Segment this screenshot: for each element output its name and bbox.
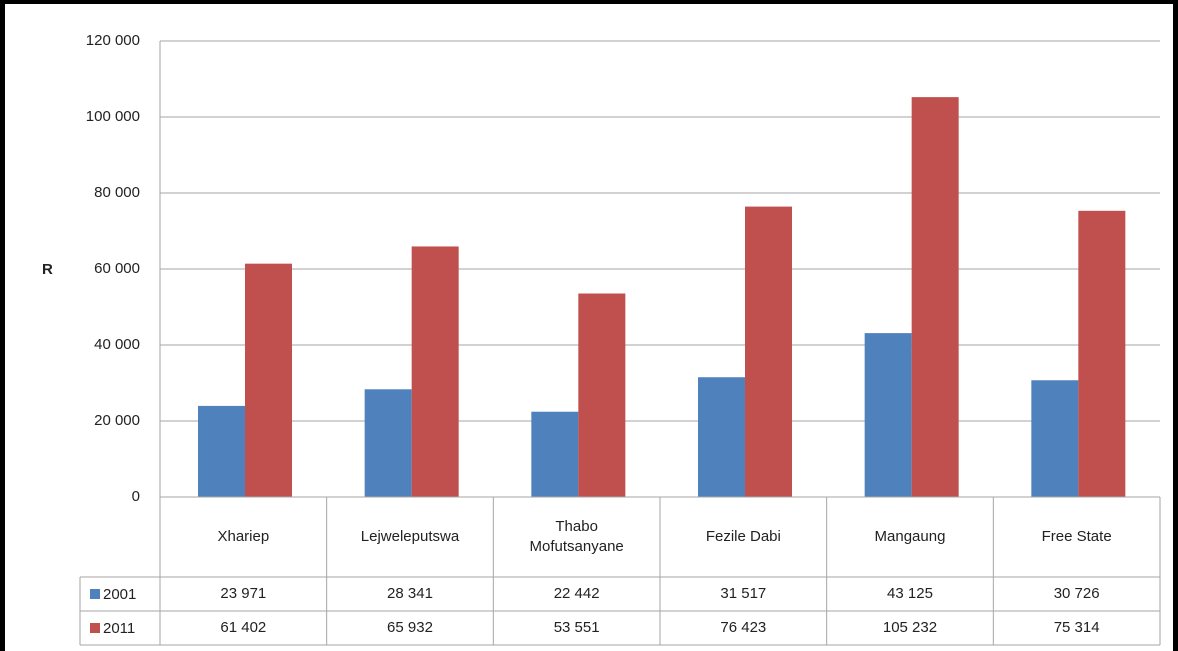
- value-label-text: 53 551: [553, 619, 600, 636]
- value-label-text: 43 125: [887, 585, 933, 602]
- y-tick-label: 40 000: [94, 336, 140, 353]
- value-label-text: 31 517: [720, 585, 767, 602]
- value-label: 43 125: [827, 577, 994, 611]
- bar: [745, 206, 792, 498]
- legend-label: 2011: [103, 620, 135, 637]
- y-tick-label: 80 000: [94, 184, 140, 201]
- category-label: Mangaung: [827, 497, 994, 577]
- y-tick-label: 60 000: [94, 260, 140, 277]
- value-label-text: 65 932: [387, 619, 433, 636]
- y-tick-label: 0: [132, 488, 140, 505]
- value-label: 65 932: [327, 611, 494, 645]
- bar: [911, 97, 959, 497]
- value-label-text: 22 442: [553, 585, 600, 602]
- value-label: 76 423: [660, 611, 827, 645]
- category-label: Thabo Mofutsanyane: [493, 497, 660, 577]
- bar: [411, 246, 459, 497]
- value-label: 53 551: [493, 611, 660, 645]
- legend-key: [90, 623, 100, 633]
- y-tick-label: 20 000: [94, 412, 140, 429]
- category-label-text: Xhariep: [217, 528, 270, 545]
- y-axis-label: R: [42, 261, 53, 278]
- y-tick-label: 120 000: [86, 32, 140, 49]
- value-label: 31 517: [660, 577, 827, 611]
- value-label-text: 61 402: [220, 619, 267, 636]
- bar: [578, 293, 626, 497]
- category-label: Lejweleputswa: [327, 497, 494, 577]
- value-label-text: 75 314: [1053, 619, 1100, 636]
- bar: [1078, 210, 1126, 497]
- value-label-text: 30 726: [1053, 585, 1100, 602]
- category-label: Free State: [993, 497, 1160, 577]
- value-label-text: 23 971: [220, 585, 267, 602]
- bar: [698, 377, 745, 497]
- bar: [364, 389, 412, 497]
- bar: [198, 405, 245, 497]
- value-label-text: 105 232: [882, 619, 938, 636]
- value-label: 105 232: [827, 611, 994, 645]
- bar: [1031, 380, 1079, 497]
- legend-key: [90, 589, 100, 599]
- bar: [245, 263, 292, 497]
- value-label: 30 726: [993, 577, 1160, 611]
- category-label-text: Free State: [1041, 528, 1112, 545]
- value-label-text: 28 341: [387, 585, 433, 602]
- legend-label: 2001: [103, 586, 136, 603]
- category-label-text: Mangaung: [874, 528, 946, 545]
- category-label-text: Thabo Mofutsanyane: [529, 518, 624, 555]
- category-label: Fezile Dabi: [660, 497, 827, 577]
- category-label-text: Lejweleputswa: [360, 528, 460, 545]
- bar: [864, 333, 912, 497]
- y-tick-label: 100 000: [86, 108, 140, 125]
- category-label-text: Fezile Dabi: [705, 528, 781, 545]
- value-label: 61 402: [160, 611, 327, 645]
- value-label: 22 442: [493, 577, 660, 611]
- value-label-text: 76 423: [720, 619, 767, 636]
- value-label: 28 341: [327, 577, 494, 611]
- value-label: 23 971: [160, 577, 327, 611]
- value-label: 75 314: [993, 611, 1160, 645]
- category-label: Xhariep: [160, 497, 327, 577]
- bar: [531, 411, 579, 497]
